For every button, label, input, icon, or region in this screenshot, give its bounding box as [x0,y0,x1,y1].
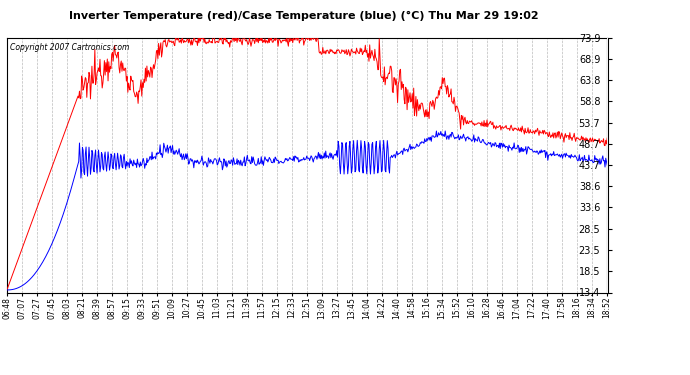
Text: Copyright 2007 Cartronics.com: Copyright 2007 Cartronics.com [10,43,129,52]
Text: Inverter Temperature (red)/Case Temperature (blue) (°C) Thu Mar 29 19:02: Inverter Temperature (red)/Case Temperat… [69,11,538,21]
